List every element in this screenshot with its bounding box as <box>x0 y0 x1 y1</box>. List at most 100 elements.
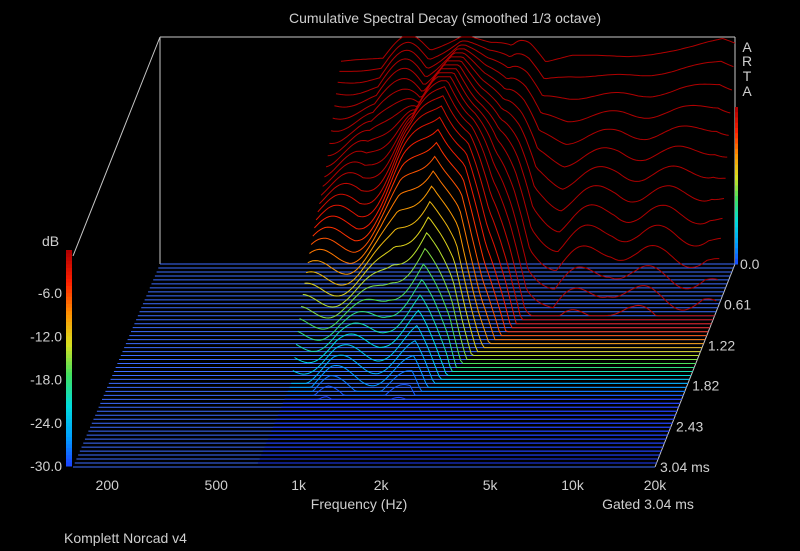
colorbar-segment <box>66 318 72 323</box>
colorbar-segment <box>66 329 72 334</box>
colorbar-segment <box>66 386 72 391</box>
colorbar-right-segment <box>735 180 738 186</box>
colorbar-segment <box>66 296 72 301</box>
colorbar-segment <box>66 282 72 287</box>
colorbar-segment <box>66 293 72 298</box>
colorbar-right-segment <box>735 154 738 160</box>
decay-slices <box>257 36 736 464</box>
colorbar-segment <box>66 361 72 366</box>
chart-title: Cumulative Spectral Decay (smoothed 1/3 … <box>289 10 601 26</box>
colorbar-right-segment <box>735 227 738 234</box>
decay-slice <box>320 85 717 311</box>
time-axis-ticks: 0.0 0.61 1.22 1.82 2.43 3.04 ms <box>660 256 760 475</box>
colorbar-segment <box>66 304 72 309</box>
colorbar-segment <box>66 264 72 269</box>
decay-slice <box>339 40 734 80</box>
colorbar-segment <box>66 394 72 399</box>
z-axis-ticks: -6.0 -12.0 -18.0 -24.0 -30.0 <box>30 285 62 474</box>
colorbar-segment <box>66 422 72 427</box>
decay-slice <box>287 370 685 392</box>
z-tick-label: -6.0 <box>38 285 62 301</box>
colorbar-segment <box>66 325 72 330</box>
colorbar-segment <box>66 368 72 373</box>
colorbar-segment <box>66 404 72 409</box>
colorbar-segment <box>66 372 72 377</box>
decay-slice <box>322 80 718 290</box>
colorbar-segment <box>66 365 72 370</box>
decay-slice <box>317 105 713 321</box>
decay-slice <box>309 170 706 341</box>
time-tick-label: 1.22 <box>708 337 735 353</box>
colorbar-right-segment <box>735 164 738 171</box>
decay-slice <box>334 52 729 145</box>
decay-slice <box>312 141 709 333</box>
decay-slice <box>300 247 698 360</box>
colorbar-segment <box>66 379 72 384</box>
colorbar-right-segment <box>735 232 738 239</box>
colorbar-segment <box>66 271 72 276</box>
colorbar-right-segment <box>735 185 738 192</box>
colorbar-segment <box>66 412 72 417</box>
decay-slice <box>289 355 687 388</box>
colorbar-right-segment <box>735 169 738 176</box>
arta-letter: T <box>743 68 752 84</box>
colorbar-segment <box>66 448 72 453</box>
arta-letter: R <box>742 53 752 69</box>
time-tick-label: 0.61 <box>724 297 751 313</box>
db-colorbar <box>66 107 738 467</box>
arta-letter: A <box>742 83 752 99</box>
colorbar-segment <box>66 340 72 345</box>
decay-slice <box>329 64 725 212</box>
colorbar-segment <box>66 250 72 255</box>
colorbar-segment <box>66 458 72 463</box>
gating-label: Gated 3.04 ms <box>602 496 694 512</box>
z-tick-label: -24.0 <box>30 415 62 431</box>
colorbar-segment <box>66 433 72 438</box>
colorbar-segment <box>66 354 72 359</box>
colorbar-segment <box>66 444 72 449</box>
colorbar-segment <box>66 455 72 460</box>
colorbar-segment <box>66 314 72 319</box>
colorbar-right-segment <box>735 122 738 129</box>
time-tick-label: 0.0 <box>740 256 760 272</box>
x-tick-label: 200 <box>96 477 120 493</box>
frame-left-diagonal <box>72 36 161 257</box>
colorbar-right-segment <box>735 253 738 260</box>
colorbar-segment <box>66 426 72 431</box>
x-tick-label: 1k <box>291 477 307 493</box>
colorbar-segment <box>66 268 72 273</box>
z-axis-label: dB <box>42 233 59 249</box>
decay-slice <box>310 155 707 337</box>
x-axis-ticks: 200 500 1k 2k 5k 10k 20k <box>96 477 668 493</box>
z-tick-label: -12.0 <box>30 328 62 344</box>
time-tick-label: 3.04 ms <box>660 459 710 475</box>
decay-slice <box>297 278 695 368</box>
decay-slice <box>294 309 692 376</box>
colorbar-right-segment <box>735 237 738 244</box>
decay-slice <box>305 200 703 349</box>
colorbar-right-segment <box>735 112 738 118</box>
colorbar-right-segment <box>735 148 738 155</box>
colorbar-right-segment <box>735 127 738 134</box>
colorbar-segment <box>66 253 72 258</box>
colorbar-segment <box>66 451 72 456</box>
colorbar-segment <box>66 343 72 348</box>
colorbar-segment <box>66 376 72 381</box>
x-tick-label: 20k <box>644 477 668 493</box>
time-tick-label: 1.82 <box>692 378 719 394</box>
colorbar-segment <box>66 350 72 355</box>
colorbar-segment <box>66 322 72 327</box>
device-name: Komplett Norcad v4 <box>64 530 187 546</box>
decay-slice <box>325 72 721 253</box>
colorbar-segment <box>66 347 72 352</box>
x-tick-label: 5k <box>483 477 499 493</box>
decay-slice <box>299 263 696 364</box>
decay-slice <box>291 340 688 384</box>
decay-slice <box>307 185 704 345</box>
decay-slice <box>292 324 690 380</box>
colorbar-right-segment <box>735 211 738 218</box>
colorbar-segment <box>66 278 72 283</box>
z-tick-label: -30.0 <box>30 458 62 474</box>
decay-slice <box>340 36 736 62</box>
